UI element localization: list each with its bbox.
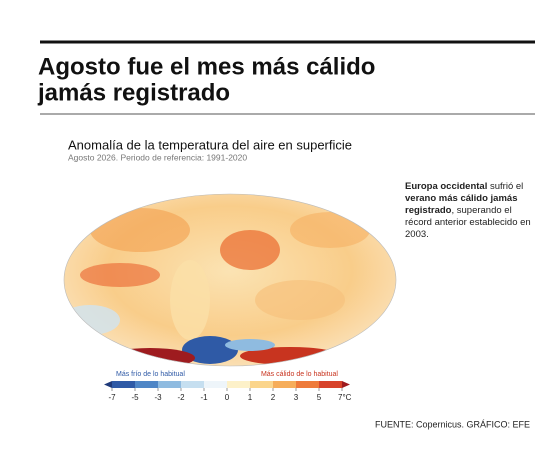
headline: Agosto fue el mes más cálido [38,53,375,80]
legend-swatch [158,381,182,388]
map-subtitle: Agosto 2026. Periodo de referencia: 1991… [68,152,247,162]
map [64,194,396,366]
legend-tick-label: -3 [154,393,162,402]
legend-tick-label: -1 [200,393,208,402]
legend-end [104,381,112,388]
legend-cold-label: Más frío de lo habitual [116,371,185,378]
headline: jamás registrado [37,79,230,106]
legend-swatch [181,381,205,388]
legend-tick-label: 2 [271,393,276,402]
legend-swatch [227,381,251,388]
map-outline [63,193,397,367]
legend-tick-label: -2 [177,393,185,402]
source: FUENTE: Copernicus. GRÁFICO: EFE [375,419,530,429]
legend-tick-label: -7 [108,393,116,402]
legend-warm-label: Más cálido de lo habitual [261,371,338,378]
annotation-text: Europa occidental [405,181,488,192]
legend-swatch [204,381,228,388]
legend-tick-label: 0 [225,393,230,402]
legend-swatch [319,381,343,388]
legend-swatch [250,381,274,388]
legend-tick-label: 1 [248,393,253,402]
annotation-text: sufrió el [487,181,524,192]
annotation: Europa occidental sufrió el verano más c… [405,181,533,241]
legend-tick-label: -5 [131,393,139,402]
legend-tick-label: 5 [317,393,322,402]
legend: Más frío de lo habitual Más cálido de lo … [104,371,352,402]
legend-swatch [135,381,159,388]
legend-tick-label: 7°C [338,393,352,402]
legend-end [342,381,350,388]
legend-swatch [273,381,297,388]
annotation-text: , superando el récord anterior estableci… [405,205,531,240]
map-title: Anomalía de la temperatura del aire en s… [68,137,352,152]
legend-swatch [296,381,320,388]
annotation-text: verano más cálido jamás registrado [405,193,518,216]
legend-swatch [112,381,136,388]
legend-tick-label: 3 [294,393,299,402]
